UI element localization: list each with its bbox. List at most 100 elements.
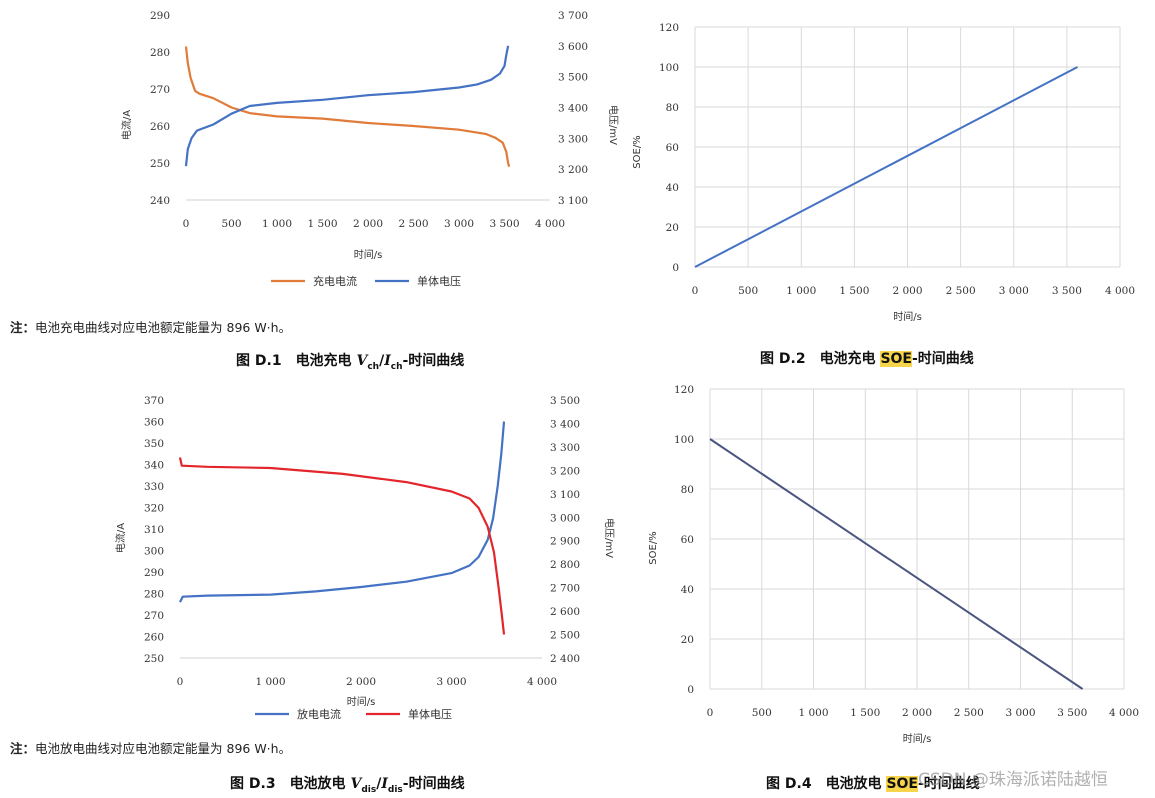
x-tick-label: 2 000 <box>902 707 932 719</box>
y-tick-label: 120 <box>659 22 679 34</box>
y-tick-label: 80 <box>681 484 694 496</box>
x-tick-label: 1 000 <box>255 676 285 688</box>
x-tick-label: 4 000 <box>1105 285 1135 297</box>
caption-d3: 图 D.3 电池放电 Vdis/Idis-时间曲线 <box>230 776 465 795</box>
y-tick-label: 60 <box>666 142 679 154</box>
right-y-tick-label: 2 900 <box>550 536 580 548</box>
x-tick-label: 3 000 <box>1005 707 1035 719</box>
left-y-tick-label: 280 <box>150 47 170 59</box>
x-tick-label: 0 <box>183 218 190 230</box>
x-tick-label: 1 500 <box>307 218 337 230</box>
right-y-axis-label: 电压/mV <box>607 105 620 145</box>
right-y-tick-label: 2 800 <box>550 559 580 571</box>
left-y-tick-label: 260 <box>144 632 164 644</box>
left-y-tick-label: 310 <box>144 524 164 536</box>
x-tick-label: 3 000 <box>436 676 466 688</box>
legend-label: 单体电压 <box>408 707 452 721</box>
right-y-tick-label: 2 700 <box>550 583 580 595</box>
x-tick-label: 1 000 <box>786 285 816 297</box>
right-y-tick-label: 3 200 <box>550 465 580 477</box>
x-tick-label: 3 000 <box>999 285 1029 297</box>
left-y-tick-label: 320 <box>144 503 164 515</box>
y-tick-label: 100 <box>674 434 694 446</box>
x-tick-label: 3 500 <box>489 218 519 230</box>
x-tick-label: 500 <box>221 218 241 230</box>
x-tick-label: 0 <box>692 285 699 297</box>
x-tick-label: 1 000 <box>798 707 828 719</box>
right-y-tick-label: 3 100 <box>558 195 588 207</box>
right-y-tick-label: 3 400 <box>558 103 588 115</box>
watermark: CSDN @珠海派诺陆越恒 <box>918 770 1108 790</box>
left-y-tick-label: 250 <box>144 653 164 665</box>
series-line-voltage <box>178 457 506 635</box>
right-y-tick-label: 3 100 <box>550 489 580 501</box>
left-y-tick-label: 300 <box>144 546 164 558</box>
x-axis-label: 时间/s <box>893 310 922 323</box>
x-tick-label: 4 000 <box>1109 707 1139 719</box>
series-line-current <box>179 421 506 603</box>
y-axis-label: SOE/% <box>648 531 659 564</box>
right-y-tick-label: 2 600 <box>550 606 580 618</box>
left-y-tick-label: 290 <box>144 567 164 579</box>
x-tick-label: 3 500 <box>1052 285 1082 297</box>
x-tick-label: 1 500 <box>839 285 869 297</box>
left-y-tick-label: 370 <box>144 395 164 407</box>
caption-d2: 图 D.2 电池充电 SOE-时间曲线 <box>760 351 974 367</box>
left-y-tick-label: 260 <box>150 121 170 133</box>
soe-series-line <box>709 438 1084 690</box>
soe-series-line <box>694 66 1078 268</box>
x-tick-label: 3 500 <box>1057 707 1087 719</box>
right-y-tick-label: 3 300 <box>558 133 588 145</box>
left-y-tick-label: 350 <box>144 438 164 450</box>
legend-label: 单体电压 <box>417 274 461 288</box>
left-y-tick-label: 340 <box>144 460 164 472</box>
x-tick-label: 4 000 <box>535 218 565 230</box>
series-line-voltage <box>184 45 510 167</box>
right-y-tick-label: 3 700 <box>558 10 588 22</box>
y-tick-label: 100 <box>659 62 679 74</box>
note-d1: 注：电池充电曲线对应电池额定能量为 896 W·h。 <box>10 320 292 335</box>
caption-d4: 图 D.4 电池放电 SOE-时间曲线 <box>766 776 980 792</box>
x-tick-label: 500 <box>738 285 758 297</box>
x-tick-label: 1 500 <box>850 707 880 719</box>
left-y-tick-label: 360 <box>144 417 164 429</box>
x-tick-label: 2 000 <box>353 218 383 230</box>
left-y-tick-label: 330 <box>144 481 164 493</box>
x-tick-label: 0 <box>707 707 714 719</box>
y-axis-label: SOE/% <box>632 135 643 168</box>
x-tick-label: 3 000 <box>444 218 474 230</box>
legend-label: 充电电流 <box>313 274 357 288</box>
x-tick-label: 2 500 <box>946 285 976 297</box>
y-tick-label: 120 <box>674 384 694 396</box>
y-tick-label: 0 <box>687 684 694 696</box>
right-y-axis-label: 电压/mV <box>603 518 616 558</box>
x-tick-label: 500 <box>752 707 772 719</box>
right-y-tick-label: 3 600 <box>558 41 588 53</box>
x-tick-label: 2 000 <box>346 676 376 688</box>
left-y-tick-label: 290 <box>150 10 170 22</box>
y-tick-label: 20 <box>681 634 694 646</box>
right-y-tick-label: 2 500 <box>550 630 580 642</box>
y-tick-label: 0 <box>672 262 679 274</box>
right-y-tick-label: 3 000 <box>550 512 580 524</box>
y-tick-label: 40 <box>681 584 694 596</box>
left-y-tick-label: 280 <box>144 589 164 601</box>
left-y-tick-label: 250 <box>150 158 170 170</box>
right-y-tick-label: 3 400 <box>550 418 580 430</box>
x-tick-label: 2 500 <box>954 707 984 719</box>
left-y-tick-label: 270 <box>144 610 164 622</box>
left-y-tick-label: 270 <box>150 84 170 96</box>
x-axis-label: 时间/s <box>903 732 932 745</box>
right-y-tick-label: 3 500 <box>558 72 588 84</box>
right-y-tick-label: 3 300 <box>550 442 580 454</box>
y-tick-label: 40 <box>666 182 679 194</box>
y-tick-label: 60 <box>681 534 694 546</box>
note-d3: 注：电池放电曲线对应电池额定能量为 896 W·h。 <box>10 741 292 756</box>
left-y-tick-label: 240 <box>150 195 170 207</box>
x-tick-label: 0 <box>177 676 184 688</box>
x-axis-label: 时间/s <box>347 695 376 708</box>
right-y-tick-label: 2 400 <box>550 653 580 665</box>
y-tick-label: 80 <box>666 102 679 114</box>
x-tick-label: 4 000 <box>527 676 557 688</box>
